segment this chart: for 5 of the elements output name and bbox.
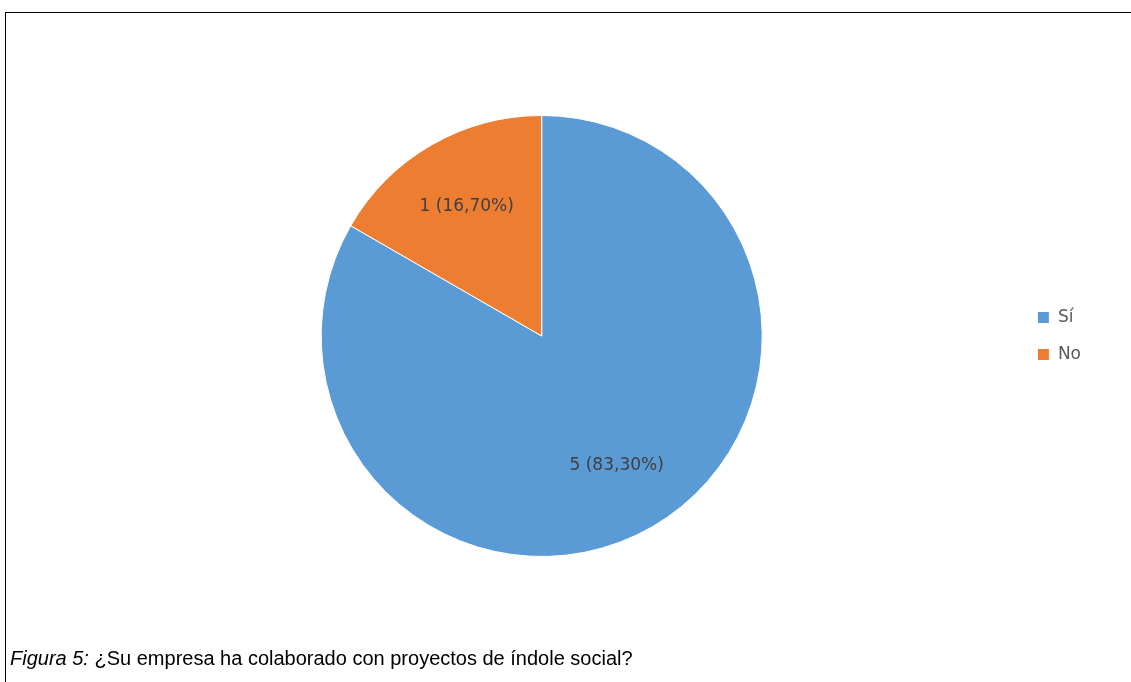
text: Figura 5: ¿Su empresa ha colaborado con proyectos de índole social?: [10, 647, 633, 670]
data-label: 1 (16,70%): [419, 194, 514, 215]
data-label: 5 (83,30%): [569, 454, 664, 475]
legend-label: No: [1057, 342, 1082, 363]
legend-label: Sí: [1057, 305, 1075, 326]
